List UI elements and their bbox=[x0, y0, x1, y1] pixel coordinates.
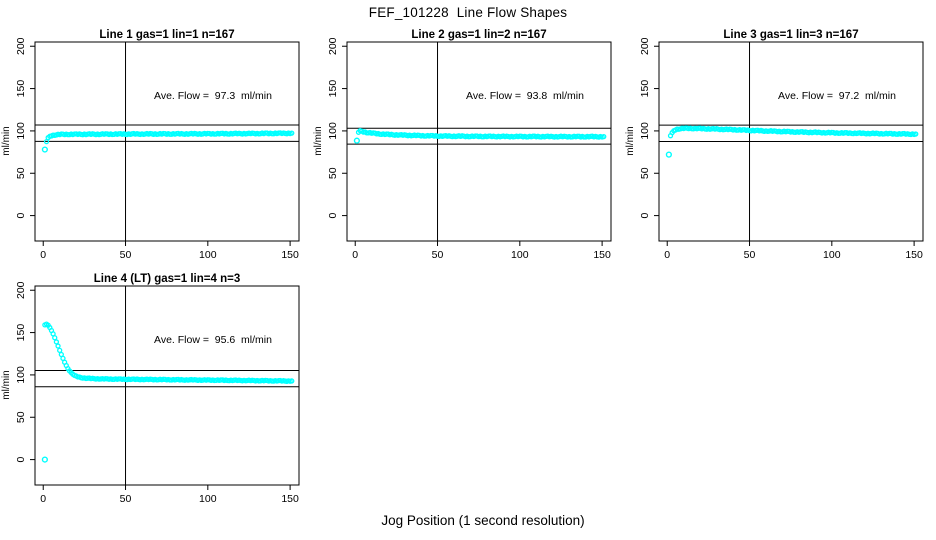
data-point bbox=[57, 347, 63, 354]
x-tick-label: 50 bbox=[120, 493, 132, 505]
y-tick-label: 150 bbox=[639, 80, 651, 98]
panel-line-2: Line 2 gas=1 lin=2 n=167 0 50 100 150 200 ml/m… bbox=[312, 24, 624, 268]
plot-box bbox=[346, 41, 612, 242]
x-tick-label: 150 bbox=[281, 249, 299, 261]
plot-svg-line-4: Line 4 (LT) gas=1 lin=4 n=3 0 50 100 150 200 m… bbox=[1, 273, 300, 505]
y-axis-label: ml/min bbox=[625, 126, 636, 155]
ave-flow-annotation: Ave. Flow = 93.8 ml/min bbox=[466, 90, 584, 102]
x-tick-label: 0 bbox=[664, 249, 670, 261]
plot-svg-line-1: Line 1 gas=1 lin=1 n=167 0 50 100 150 200 ml/m… bbox=[1, 29, 300, 261]
y-tick-label: 50 bbox=[15, 411, 27, 423]
ave-flow-annotation: Ave. Flow = 95.6 ml/min bbox=[154, 334, 272, 346]
panel-title: Line 3 gas=1 lin=3 n=167 bbox=[723, 29, 858, 41]
x-tick-label: 0 bbox=[40, 493, 46, 505]
x-tick-label: 100 bbox=[823, 249, 841, 261]
panel-title: Line 4 (LT) gas=1 lin=4 n=3 bbox=[94, 273, 240, 285]
y-tick-label: 0 bbox=[327, 213, 339, 219]
y-tick-label: 50 bbox=[327, 167, 339, 179]
data-point bbox=[601, 133, 607, 140]
data-point bbox=[53, 339, 60, 345]
y-tick-label: 100 bbox=[15, 366, 27, 384]
y-tick-label: 150 bbox=[15, 324, 27, 342]
y-tick-label: 100 bbox=[327, 122, 339, 140]
panel-line-4: Line 4 (LT) gas=1 lin=4 n=3 0 50 100 150 200 m… bbox=[0, 268, 312, 512]
panel-line-3: Line 3 gas=1 lin=3 n=167 0 50 100 150 200 ml/m… bbox=[624, 24, 936, 268]
data-point bbox=[289, 378, 295, 384]
outlier-point bbox=[41, 456, 48, 463]
plot-svg-line-2: Line 2 gas=1 lin=2 n=167 0 50 100 150 200 ml/m… bbox=[313, 29, 612, 261]
x-tick-label: 0 bbox=[40, 249, 46, 261]
y-tick-label: 200 bbox=[15, 37, 27, 55]
x-axis-label: Jog Position (1 second resolution) bbox=[381, 513, 585, 528]
data-point bbox=[289, 130, 295, 136]
y-axis-label: ml/min bbox=[1, 126, 12, 155]
x-tick-label: 50 bbox=[744, 249, 756, 261]
panel-title: Line 2 gas=1 lin=2 n=167 bbox=[411, 29, 546, 41]
outlier-point bbox=[353, 137, 360, 144]
x-tick-label: 100 bbox=[199, 493, 217, 505]
x-tick-label: 150 bbox=[905, 249, 923, 261]
y-axis-label: ml/min bbox=[313, 126, 324, 155]
y-tick-label: 50 bbox=[15, 167, 27, 179]
y-tick-label: 100 bbox=[639, 122, 651, 140]
y-tick-label: 150 bbox=[15, 80, 27, 98]
y-tick-label: 0 bbox=[15, 457, 27, 463]
plot-box bbox=[34, 285, 300, 486]
x-tick-label: 100 bbox=[199, 249, 217, 261]
page-title: FEF_101228 Line Flow Shapes bbox=[368, 5, 568, 20]
y-tick-label: 200 bbox=[327, 37, 339, 55]
y-tick-label: 200 bbox=[15, 281, 27, 299]
x-tick-label: 50 bbox=[120, 249, 132, 261]
y-tick-label: 100 bbox=[15, 122, 27, 140]
data-point bbox=[52, 335, 58, 341]
x-tick-label: 150 bbox=[281, 493, 299, 505]
y-tick-label: 0 bbox=[639, 213, 651, 219]
x-tick-label: 150 bbox=[593, 249, 611, 261]
x-tick-label: 100 bbox=[511, 249, 529, 261]
panel-title: Line 1 gas=1 lin=1 n=167 bbox=[99, 29, 234, 41]
ave-flow-annotation: Ave. Flow = 97.2 ml/min bbox=[778, 90, 896, 102]
y-axis-label: ml/min bbox=[1, 370, 12, 399]
y-tick-label: 50 bbox=[639, 167, 651, 179]
data-point bbox=[55, 343, 61, 349]
y-tick-label: 0 bbox=[15, 213, 27, 219]
ave-flow-annotation: Ave. Flow = 97.3 ml/min bbox=[154, 90, 272, 102]
x-tick-label: 0 bbox=[352, 249, 358, 261]
x-tick-label: 50 bbox=[432, 249, 444, 261]
plot-svg-line-3: Line 3 gas=1 lin=3 n=167 0 50 100 150 200 ml/m… bbox=[625, 29, 924, 261]
panel-line-1: Line 1 gas=1 lin=1 n=167 0 50 100 150 200 ml/m… bbox=[0, 24, 312, 268]
outlier-point bbox=[41, 146, 48, 153]
outlier-point bbox=[665, 151, 672, 158]
y-tick-label: 150 bbox=[327, 80, 339, 98]
data-point bbox=[913, 131, 919, 137]
y-tick-label: 200 bbox=[639, 37, 651, 55]
